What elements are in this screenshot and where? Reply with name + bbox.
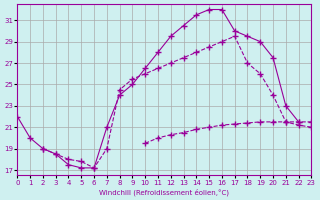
X-axis label: Windchill (Refroidissement éolien,°C): Windchill (Refroidissement éolien,°C) (100, 188, 229, 196)
